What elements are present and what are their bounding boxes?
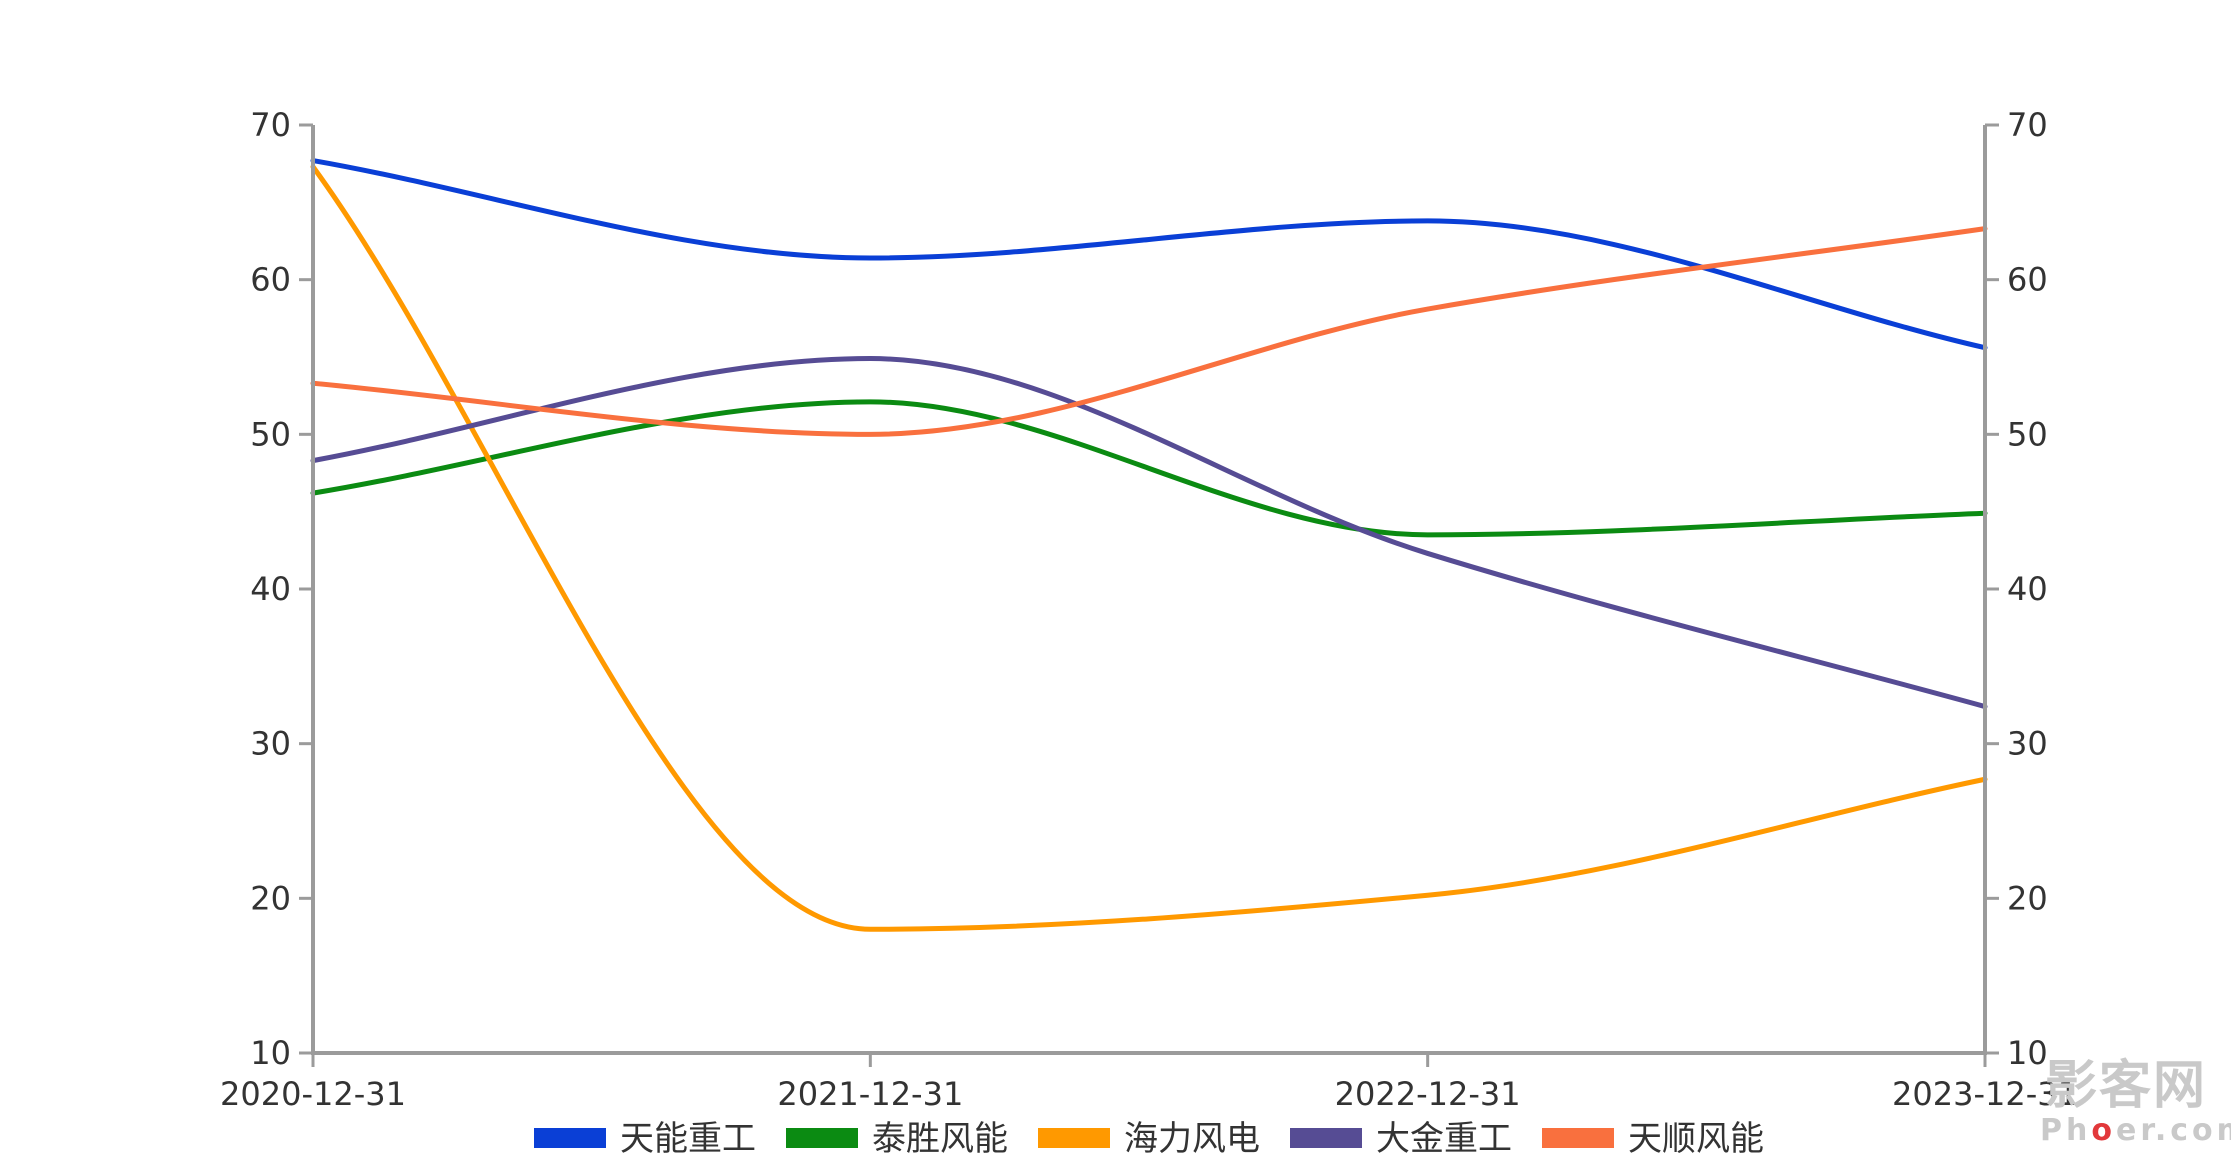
legend-item-2[interactable]: 泰胜风能 [786,1119,1008,1159]
y-tick-label-left-50: 50 [250,415,291,453]
y-tick-label-right-10: 10 [2007,1034,2048,1072]
legend-swatch-3 [1038,1128,1110,1148]
watermark-sub-text: Phoer.com [2040,1113,2231,1148]
series-line-5 [310,226,1988,437]
x-tick-label-1: 2020-12-31 [220,1075,406,1113]
axes-layer: 10 10 20 20 30 30 40 40 50 50 60 60 70 70 2020-12-31 20… [220,106,2078,1113]
series-line-1 [310,158,1988,351]
series-line-4 [310,356,1988,710]
x-tick-label-4: 2023-12-31 [1892,1075,2078,1113]
legend-swatch-1 [534,1128,606,1148]
y-tick-label-right-60: 60 [2007,261,2048,299]
legend-label-1: 天能重工 [620,1119,756,1159]
legend-label-3: 海力风电 [1124,1119,1260,1159]
series-layer [310,158,1988,932]
legend-item-3[interactable]: 海力风电 [1038,1119,1260,1159]
legend: 天能重工 泰胜风能 海力风电 大金重工 天顺风能 [534,1119,1764,1159]
watermark-main-text: 影客网 [2045,1056,2207,1116]
x-tick-label-3: 2022-12-31 [1335,1075,1521,1113]
legend-item-1[interactable]: 天能重工 [534,1119,756,1159]
y-tick-label-left-70: 70 [250,106,291,144]
y-tick-label-right-70: 70 [2007,106,2048,144]
y-tick-label-right-20: 20 [2007,879,2048,917]
y-tick-label-right-40: 40 [2007,570,2048,608]
y-tick-label-right-50: 50 [2007,415,2048,453]
series-line-2 [310,399,1988,538]
y-tick-label-left-20: 20 [250,879,291,917]
y-tick-label-right-30: 30 [2007,725,2048,763]
y-tick-label-left-10: 10 [250,1034,291,1072]
legend-swatch-4 [1290,1128,1362,1148]
series-line-3 [310,164,1988,932]
watermark-sub-mid: o [2091,1113,2116,1148]
y-tick-label-left-30: 30 [250,725,291,763]
legend-swatch-5 [1542,1128,1614,1148]
legend-swatch-2 [786,1128,858,1148]
legend-item-5[interactable]: 天顺风能 [1542,1119,1764,1159]
y-tick-label-left-60: 60 [250,261,291,299]
legend-item-4[interactable]: 大金重工 [1290,1119,1512,1159]
legend-label-4: 大金重工 [1376,1119,1512,1159]
legend-label-2: 泰胜风能 [872,1119,1008,1159]
x-tick-label-2: 2021-12-31 [777,1075,963,1113]
watermark-sub-prefix: Ph [2040,1113,2091,1148]
legend-label-5: 天顺风能 [1628,1119,1764,1159]
watermark-sub-suffix: er.com [2116,1113,2231,1148]
y-tick-label-left-40: 40 [250,570,291,608]
watermark-logo: 影客网 Phoer.com [2040,1056,2231,1148]
